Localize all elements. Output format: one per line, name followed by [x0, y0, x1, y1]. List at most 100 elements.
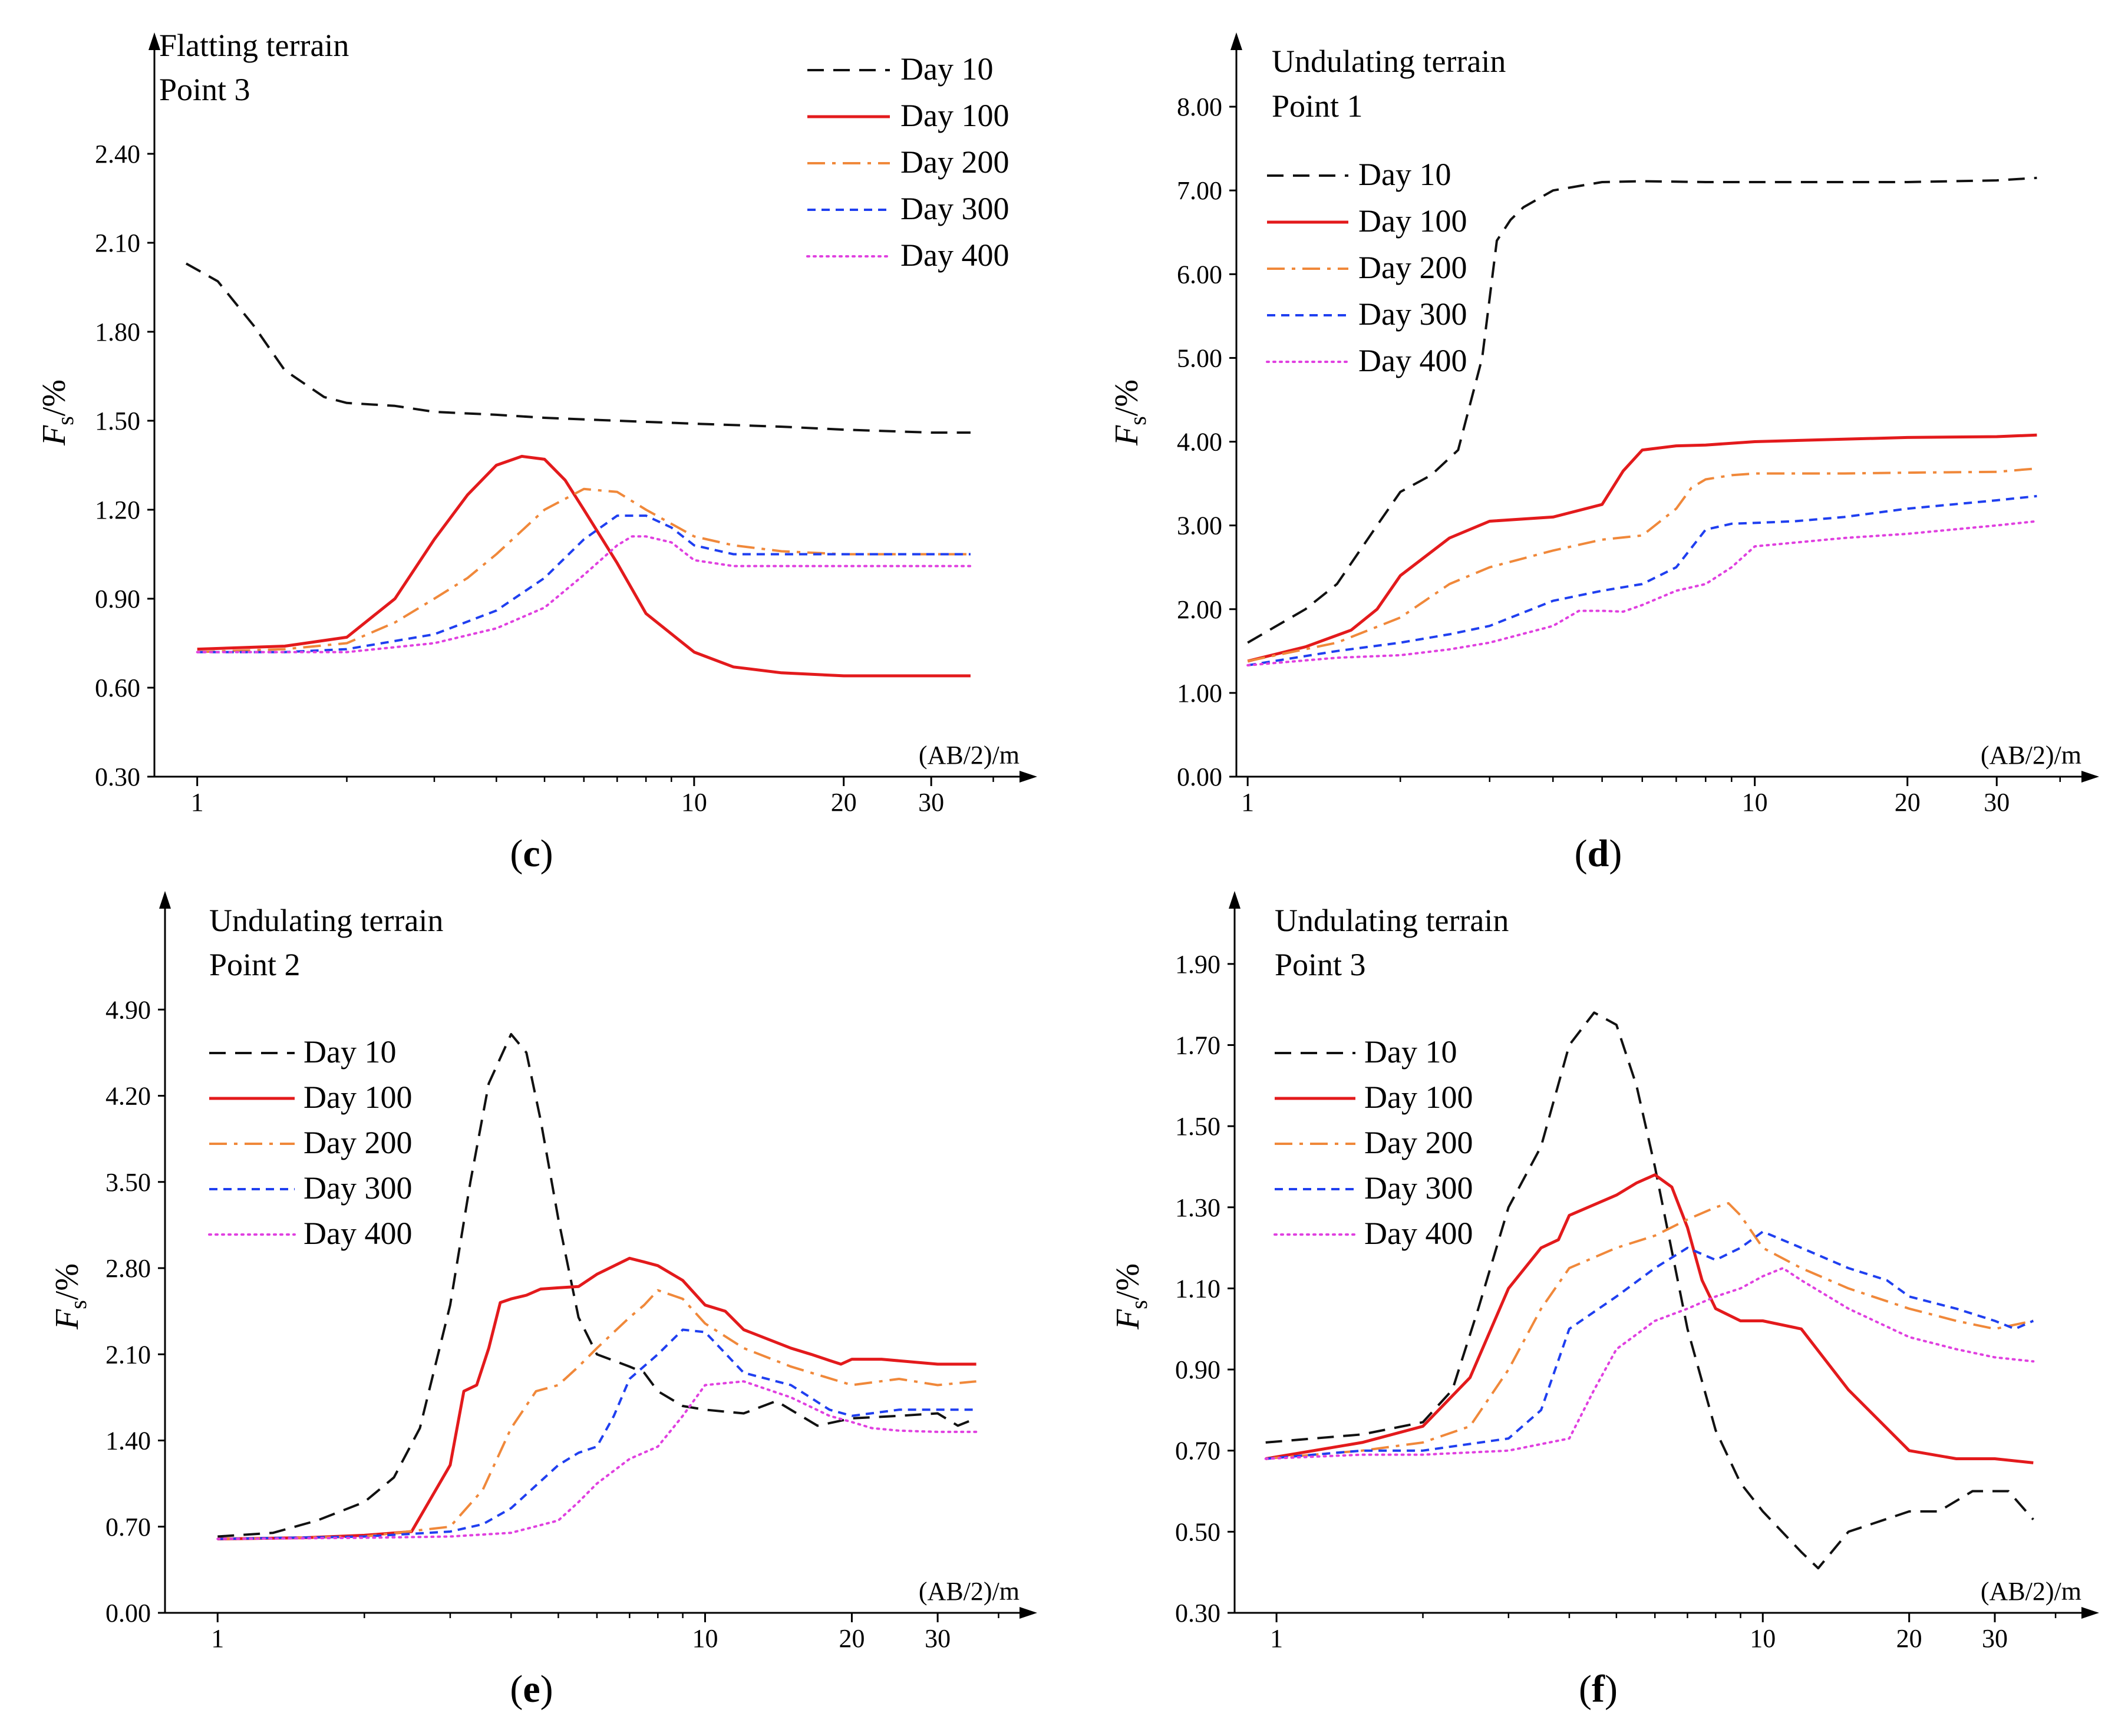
y-tick-label: 4.20	[105, 1082, 151, 1111]
x-tick-label: 20	[839, 1624, 865, 1653]
legend-label: Day 300	[303, 1170, 412, 1206]
y-tick-label: 0.50	[1175, 1517, 1220, 1546]
y-tick-label: 1.90	[1175, 950, 1220, 979]
chart-panel-f: 0.30 0.50 0.70 0.90 1.10 1.30 1.50 1.70 1.90 1 10 2…	[1110, 891, 2099, 1711]
series-line-day-400	[1264, 1267, 2035, 1460]
series-line-day-200	[217, 1289, 976, 1540]
legend-label: Day 200	[1364, 1125, 1473, 1160]
y-axis-arrow	[1230, 32, 1242, 50]
series-line-day-100	[1247, 433, 2037, 663]
y-tick-label: 1.70	[1175, 1031, 1220, 1060]
chart-panel-d: 0.00 1.00 2.00 3.00 4.00 5.00 6.00 7.00 8.00 1 10 2…	[1108, 32, 2099, 875]
x-axis-arrow	[1020, 771, 1037, 783]
y-tick-label: 2.40	[95, 140, 140, 169]
y-tick-label: 8.00	[1177, 93, 1222, 121]
legend-label: Day 100	[1358, 203, 1467, 239]
legend-label: Day 300	[900, 191, 1009, 226]
y-axis-arrow	[159, 891, 171, 909]
terrain-annotation: Undulating terrain	[1272, 44, 1506, 79]
series-line-day-200	[1265, 1202, 2034, 1460]
x-tick-label: 1	[211, 1624, 224, 1653]
series-line-day-400	[196, 535, 972, 654]
x-axis-label: (AB/2)/m	[1981, 1577, 2081, 1606]
x-tick-label: 30	[925, 1624, 951, 1653]
x-axis-arrow	[1020, 1607, 1037, 1619]
legend-label: Day 400	[1358, 343, 1467, 378]
terrain-annotation: Undulating terrain	[1275, 903, 1509, 938]
y-tick-label: 1.00	[1177, 679, 1222, 708]
panel-caption: (f)	[1579, 1668, 1618, 1711]
legend-label: Day 300	[1364, 1170, 1473, 1206]
y-tick-label: 3.00	[1177, 511, 1222, 540]
x-tick-label: 1	[1270, 1624, 1283, 1653]
legend-label: Day 10	[1358, 157, 1451, 192]
y-tick-label: 0.30	[95, 763, 140, 791]
x-axis-label: (AB/2)/m	[919, 741, 1020, 770]
y-tick-label: 0.90	[95, 585, 140, 613]
legend-label: Day 100	[1364, 1080, 1473, 1115]
y-tick-label: 1.40	[105, 1427, 151, 1456]
legend-label: Day 400	[1364, 1216, 1473, 1251]
legend-label: Day 100	[303, 1080, 412, 1115]
y-tick-label: 0.00	[1177, 763, 1222, 791]
point-annotation: Point 3	[1275, 947, 1366, 982]
series-line-day-400	[1246, 520, 2038, 666]
series-line-day-300	[1247, 494, 2037, 666]
y-tick-label: 1.50	[1175, 1112, 1220, 1141]
y-tick-label: 0.70	[105, 1513, 151, 1542]
y-tick-label: 2.80	[105, 1254, 151, 1283]
x-tick-label: 1	[1241, 788, 1254, 817]
legend-label: Day 200	[1358, 250, 1467, 285]
y-tick-label: 0.30	[1175, 1599, 1220, 1628]
legend-label: Day 200	[900, 144, 1009, 180]
y-tick-label: 0.90	[1175, 1355, 1220, 1384]
x-tick-label: 20	[1895, 788, 1921, 817]
series-line-day-100	[197, 454, 971, 678]
x-tick-label: 30	[1982, 1624, 2008, 1653]
y-tick-label: 1.50	[95, 407, 140, 435]
x-tick-label: 10	[681, 788, 707, 817]
point-annotation: Point 1	[1272, 88, 1363, 124]
y-axis-label: Fs/%	[1108, 379, 1151, 446]
series-line-day-10	[1247, 176, 2037, 644]
panel-caption: (d)	[1575, 832, 1622, 875]
legend-label: Day 10	[1364, 1034, 1457, 1070]
y-tick-label: 4.00	[1177, 428, 1222, 457]
x-tick-label: 20	[1896, 1624, 1922, 1653]
y-tick-label: 4.90	[105, 995, 151, 1024]
series-line-day-10	[1265, 1011, 2034, 1570]
y-tick-label: 1.30	[1175, 1193, 1220, 1222]
series-line-day-10	[217, 1033, 977, 1538]
legend-label: Day 100	[900, 98, 1009, 133]
x-tick-label: 10	[1742, 788, 1768, 817]
panel-caption: (c)	[510, 832, 553, 875]
series-line-day-300	[197, 514, 971, 654]
legend-label: Day 200	[303, 1125, 412, 1160]
y-tick-label: 2.00	[1177, 595, 1222, 624]
y-tick-label: 5.00	[1177, 344, 1222, 372]
point-annotation: Point 3	[159, 72, 250, 107]
series-line-day-300	[217, 1328, 976, 1540]
y-tick-label: 7.00	[1177, 176, 1222, 205]
legend-label: Day 400	[900, 237, 1009, 273]
y-tick-label: 1.20	[95, 496, 140, 524]
legend-label: Day 400	[303, 1216, 412, 1251]
x-axis-label: (AB/2)/m	[1981, 741, 2081, 770]
series-line-day-100	[217, 1256, 976, 1541]
legend-label: Day 10	[900, 51, 993, 87]
series-line-day-100	[1265, 1173, 2034, 1464]
y-axis-label: Fs/%	[1110, 1263, 1152, 1330]
y-tick-label: 0.60	[95, 674, 140, 702]
y-tick-label: 6.00	[1177, 260, 1222, 289]
series-line-day-200	[197, 487, 971, 654]
x-tick-label: 20	[831, 788, 857, 817]
y-axis-arrow	[1229, 891, 1240, 909]
y-tick-label: 2.10	[105, 1340, 151, 1369]
terrain-annotation: Flatting terrain	[159, 28, 349, 63]
x-tick-label: 10	[692, 1624, 718, 1653]
panel-caption: (e)	[510, 1668, 553, 1711]
x-axis-arrow	[2081, 1607, 2099, 1619]
x-tick-label: 30	[918, 788, 944, 817]
series-line-day-400	[216, 1380, 978, 1540]
y-axis-arrow	[149, 32, 160, 50]
